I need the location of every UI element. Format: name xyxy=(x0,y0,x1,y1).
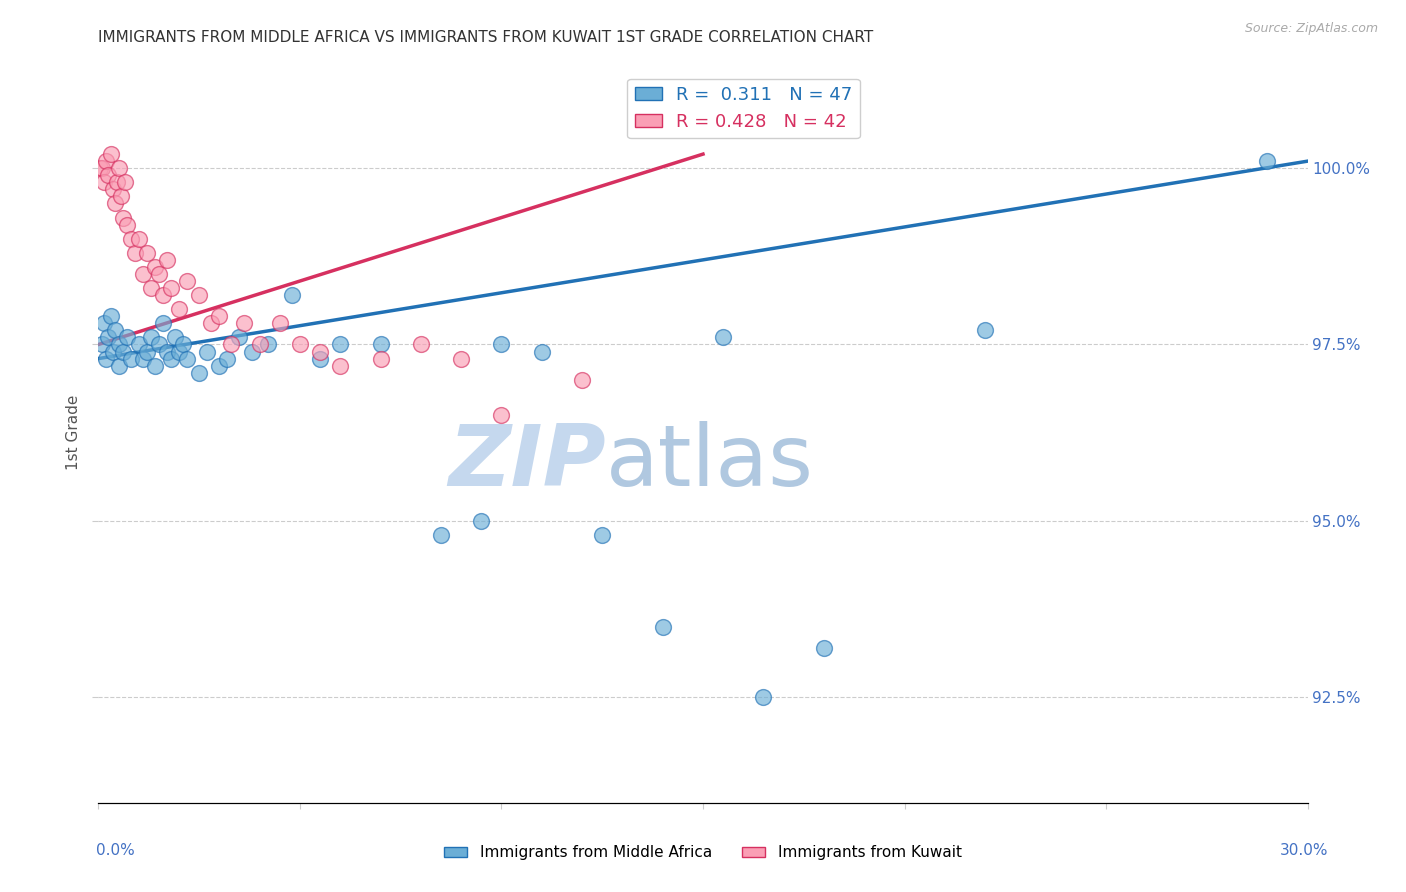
Point xyxy=(107,337,129,351)
Point xyxy=(132,267,155,281)
Point xyxy=(188,288,211,302)
Point xyxy=(96,351,118,366)
Text: 0.0%: 0.0% xyxy=(96,843,135,858)
Y-axis label: 1st Grade: 1st Grade xyxy=(66,395,82,470)
Point xyxy=(89,161,111,176)
Point xyxy=(107,161,129,176)
Point xyxy=(156,252,179,267)
Point xyxy=(156,344,179,359)
Point xyxy=(217,351,239,366)
Point xyxy=(409,337,432,351)
Point xyxy=(1256,154,1278,169)
Point xyxy=(208,310,231,324)
Point xyxy=(103,196,125,211)
Point xyxy=(176,351,198,366)
Legend: Immigrants from Middle Africa, Immigrants from Kuwait: Immigrants from Middle Africa, Immigrant… xyxy=(439,839,967,866)
Point xyxy=(120,232,142,246)
Point xyxy=(128,232,150,246)
Point xyxy=(329,359,352,373)
Point xyxy=(288,337,311,351)
Point xyxy=(370,351,392,366)
Text: atlas: atlas xyxy=(606,421,814,504)
Text: ZIP: ZIP xyxy=(449,421,606,504)
Point xyxy=(111,211,134,225)
Point xyxy=(128,337,150,351)
Point xyxy=(571,373,593,387)
Point xyxy=(124,245,146,260)
Point xyxy=(101,182,124,196)
Point xyxy=(93,175,115,189)
Point xyxy=(120,351,142,366)
Point xyxy=(208,359,231,373)
Point xyxy=(228,330,250,344)
Point xyxy=(152,316,174,330)
Point xyxy=(135,245,157,260)
Point xyxy=(167,344,190,359)
Point xyxy=(269,316,291,330)
Point xyxy=(139,330,162,344)
Point xyxy=(491,408,513,422)
Point xyxy=(249,337,271,351)
Point xyxy=(813,640,835,655)
Point xyxy=(100,147,122,161)
Point xyxy=(96,154,118,169)
Point xyxy=(101,344,124,359)
Point xyxy=(152,288,174,302)
Point xyxy=(329,337,352,351)
Point xyxy=(93,316,115,330)
Point xyxy=(148,337,170,351)
Point xyxy=(110,189,132,203)
Point xyxy=(188,366,211,380)
Text: 30.0%: 30.0% xyxy=(1281,843,1329,858)
Point xyxy=(103,323,125,337)
Point xyxy=(221,337,243,351)
Point xyxy=(200,316,222,330)
Point xyxy=(240,344,263,359)
Point xyxy=(97,330,120,344)
Point xyxy=(281,288,304,302)
Point xyxy=(139,281,162,295)
Point xyxy=(309,344,332,359)
Point xyxy=(143,260,166,274)
Point xyxy=(114,175,136,189)
Point xyxy=(309,351,332,366)
Point xyxy=(530,344,553,359)
Point xyxy=(711,330,734,344)
Point xyxy=(160,281,183,295)
Point xyxy=(256,337,278,351)
Point xyxy=(167,302,190,317)
Point xyxy=(135,344,157,359)
Point xyxy=(370,337,392,351)
Point xyxy=(132,351,155,366)
Point xyxy=(163,330,186,344)
Point xyxy=(195,344,218,359)
Text: Source: ZipAtlas.com: Source: ZipAtlas.com xyxy=(1244,22,1378,36)
Point xyxy=(591,528,613,542)
Point xyxy=(115,330,138,344)
Point xyxy=(100,310,122,324)
Point xyxy=(143,359,166,373)
Point xyxy=(148,267,170,281)
Point xyxy=(232,316,254,330)
Point xyxy=(91,337,114,351)
Point xyxy=(97,168,120,182)
Point xyxy=(470,514,492,528)
Point xyxy=(160,351,183,366)
Point xyxy=(450,351,472,366)
Point xyxy=(111,344,134,359)
Point xyxy=(752,690,775,704)
Text: IMMIGRANTS FROM MIDDLE AFRICA VS IMMIGRANTS FROM KUWAIT 1ST GRADE CORRELATION CH: IMMIGRANTS FROM MIDDLE AFRICA VS IMMIGRA… xyxy=(98,29,873,45)
Point xyxy=(491,337,513,351)
Point xyxy=(974,323,997,337)
Point xyxy=(172,337,194,351)
Point xyxy=(91,161,114,176)
Point xyxy=(107,359,129,373)
Point xyxy=(430,528,453,542)
Legend: R =  0.311   N = 47, R = 0.428   N = 42: R = 0.311 N = 47, R = 0.428 N = 42 xyxy=(627,78,859,138)
Point xyxy=(176,274,198,288)
Point xyxy=(115,218,138,232)
Point xyxy=(105,175,128,189)
Point xyxy=(651,619,673,633)
